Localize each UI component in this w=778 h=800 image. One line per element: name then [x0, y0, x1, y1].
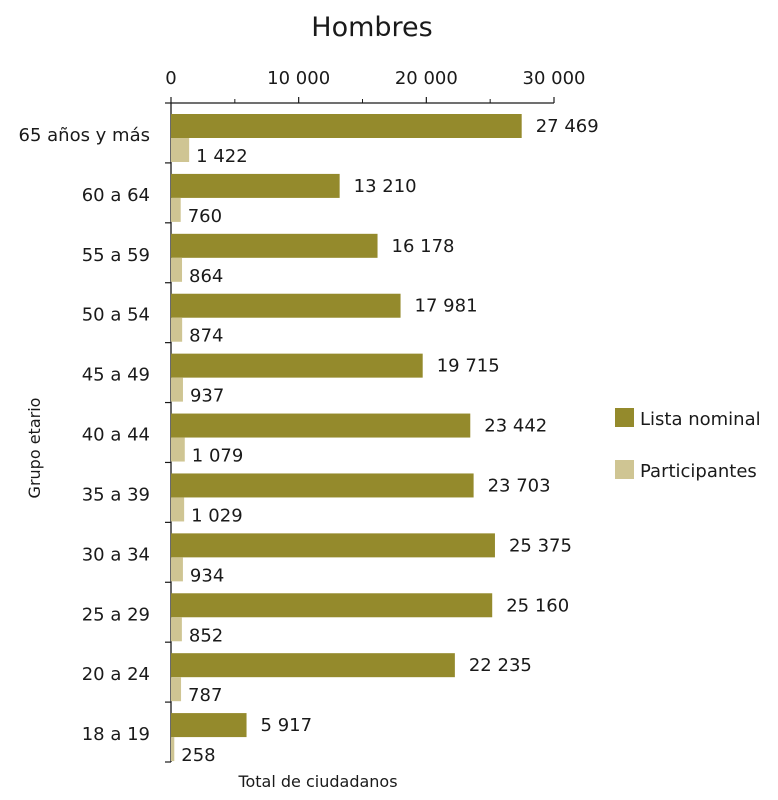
- legend-label: Participantes: [640, 461, 757, 482]
- category-label: 18 a 19: [82, 724, 150, 745]
- bar-lista-nominal: [171, 713, 247, 738]
- data-label-participantes: 1 029: [191, 505, 243, 526]
- data-label-lista-nominal: 23 703: [488, 475, 551, 496]
- bar-lista-nominal: [171, 114, 522, 138]
- category-labels: 65 años y más 60 a 64 55 a 59 50 a 54 45 a 4…: [19, 102, 171, 763]
- data-label-participantes: 1 422: [196, 146, 248, 167]
- legend-swatch: [615, 460, 634, 479]
- category-label: 50 a 54: [82, 305, 150, 326]
- chart-title: Hombres: [311, 12, 432, 43]
- data-label-participantes: 874: [189, 326, 223, 347]
- legend-label: Lista nominal: [640, 409, 761, 430]
- data-label-lista-nominal: 19 715: [437, 356, 500, 377]
- category-label: 40 a 44: [82, 425, 150, 446]
- bar-lista-nominal: [171, 233, 378, 258]
- x-tick-label: 0: [165, 68, 176, 89]
- category-label: 30 a 34: [82, 544, 150, 565]
- data-label-lista-nominal: 25 375: [509, 535, 572, 556]
- data-label-lista-nominal: 25 160: [506, 595, 569, 616]
- category-label: 55 a 59: [82, 245, 150, 266]
- category-label: 35 a 39: [82, 484, 150, 505]
- bar-participantes: [171, 677, 182, 702]
- y-axis-label: Grupo etario: [25, 398, 44, 499]
- data-label-lista-nominal: 22 235: [469, 655, 532, 676]
- legend-swatch: [615, 408, 634, 427]
- bar-lista-nominal: [171, 473, 474, 498]
- category-label: 65 años y más: [19, 125, 151, 146]
- bar-lista-nominal: [171, 413, 471, 438]
- legend: Lista nominal Participantes: [615, 408, 761, 482]
- data-label-participantes: 937: [190, 386, 224, 407]
- bar-lista-nominal: [171, 353, 423, 378]
- bar-lista-nominal: [171, 293, 401, 318]
- data-label-participantes: 258: [181, 745, 215, 766]
- data-label-lista-nominal: 16 178: [392, 236, 455, 257]
- bar-participantes: [171, 497, 185, 522]
- bar-participantes: [171, 437, 185, 462]
- bar-lista-nominal: [171, 533, 495, 558]
- data-label-participantes: 852: [189, 625, 223, 646]
- x-tick-label: 30 000: [523, 68, 586, 89]
- x-tick-label: 20 000: [395, 68, 458, 89]
- bar-participantes: [171, 557, 183, 582]
- x-axis-ticks: 0 10 000 20 000 30 000: [165, 68, 585, 103]
- data-label-lista-nominal: 27 469: [536, 116, 599, 137]
- bar-lista-nominal: [171, 173, 340, 198]
- bar-participantes: [171, 617, 182, 642]
- data-label-lista-nominal: 5 917: [261, 715, 313, 736]
- data-label-lista-nominal: 13 210: [354, 176, 417, 197]
- bar-lista-nominal: [171, 653, 455, 678]
- category-label: 25 a 29: [82, 604, 150, 625]
- data-label-participantes: 760: [188, 206, 222, 227]
- data-label-participantes: 787: [188, 685, 222, 706]
- data-label-participantes: 934: [190, 565, 224, 586]
- x-axis-label: Total de ciudadanos: [237, 772, 397, 791]
- data-label-lista-nominal: 23 442: [484, 416, 547, 437]
- bar-participantes: [171, 138, 190, 162]
- bar-participantes: [171, 197, 181, 222]
- x-tick-label: 10 000: [267, 68, 330, 89]
- data-label-participantes: 864: [189, 266, 223, 287]
- bar-participantes: [171, 377, 183, 402]
- category-label: 60 a 64: [82, 185, 150, 206]
- bar-participantes: [171, 257, 183, 282]
- data-label-participantes: 1 079: [192, 446, 244, 467]
- category-label: 45 a 49: [82, 365, 150, 386]
- bar-lista-nominal: [171, 593, 493, 618]
- data-label-lista-nominal: 17 981: [415, 296, 478, 317]
- category-label: 20 a 24: [82, 664, 150, 685]
- bars: 27 469 1 422 13 210 760 16 178 864 17 981 874 19…: [171, 114, 599, 766]
- bar-participantes: [171, 317, 183, 342]
- bar-participantes: [171, 737, 175, 762]
